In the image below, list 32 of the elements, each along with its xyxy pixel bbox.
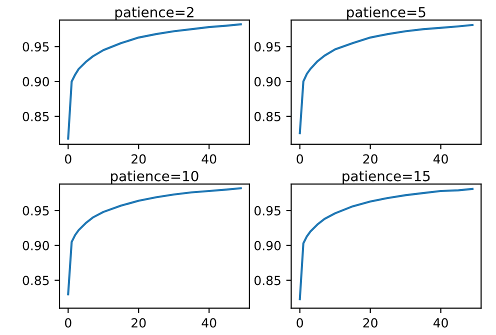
x-tick-label: 0	[65, 318, 72, 328]
y-tick-label: 0.95	[254, 42, 280, 52]
y-tick-label: 0.95	[22, 42, 49, 52]
y-tick-label: 0.90	[254, 240, 281, 250]
x-tick-label: 20	[132, 154, 146, 164]
y-tick-label: 0.95	[22, 206, 49, 216]
y-tick-label: 0.85	[254, 276, 280, 286]
y-tick-label: 0.85	[22, 112, 49, 122]
line-series	[298, 188, 474, 300]
x-tick-label: 0	[296, 154, 303, 164]
x-tick-label: 20	[132, 318, 146, 328]
line-series	[67, 187, 242, 296]
y-tick-label: 0.90	[22, 240, 49, 250]
line-series	[67, 23, 242, 140]
y-tick-label: 0.85	[22, 276, 49, 286]
y-tick-label: 0.90	[254, 76, 281, 86]
y-tick-label: 0.90	[22, 76, 49, 86]
chart-title: patience=10	[111, 170, 198, 184]
y-tick-label: 0.85	[254, 112, 280, 122]
y-tick-label: 0.95	[254, 206, 280, 216]
x-tick-label: 40	[433, 154, 448, 164]
chart-title: patience=5	[347, 6, 426, 20]
x-tick-label: 20	[363, 154, 378, 164]
x-tick-label: 0	[296, 318, 303, 328]
x-tick-label: 20	[363, 318, 378, 328]
x-tick-label: 40	[433, 318, 448, 328]
x-tick-label: 0	[65, 154, 72, 164]
chart-title: patience=2	[115, 6, 194, 20]
x-tick-label: 40	[202, 318, 216, 328]
chart-title: patience=15	[342, 170, 430, 184]
x-tick-label: 40	[202, 154, 216, 164]
line-series	[298, 24, 474, 134]
